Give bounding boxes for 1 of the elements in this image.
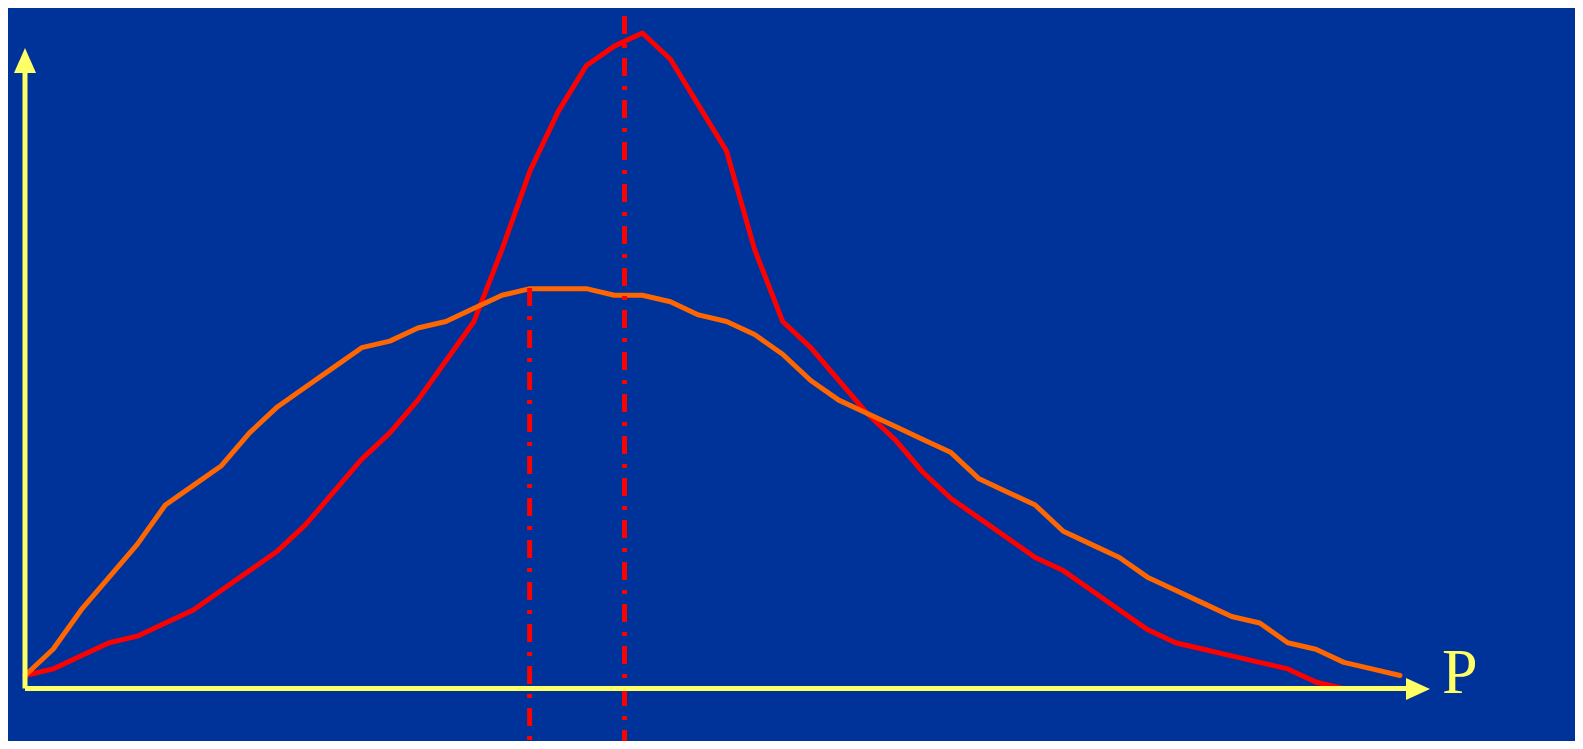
x-axis-title: P (1442, 636, 1478, 708)
